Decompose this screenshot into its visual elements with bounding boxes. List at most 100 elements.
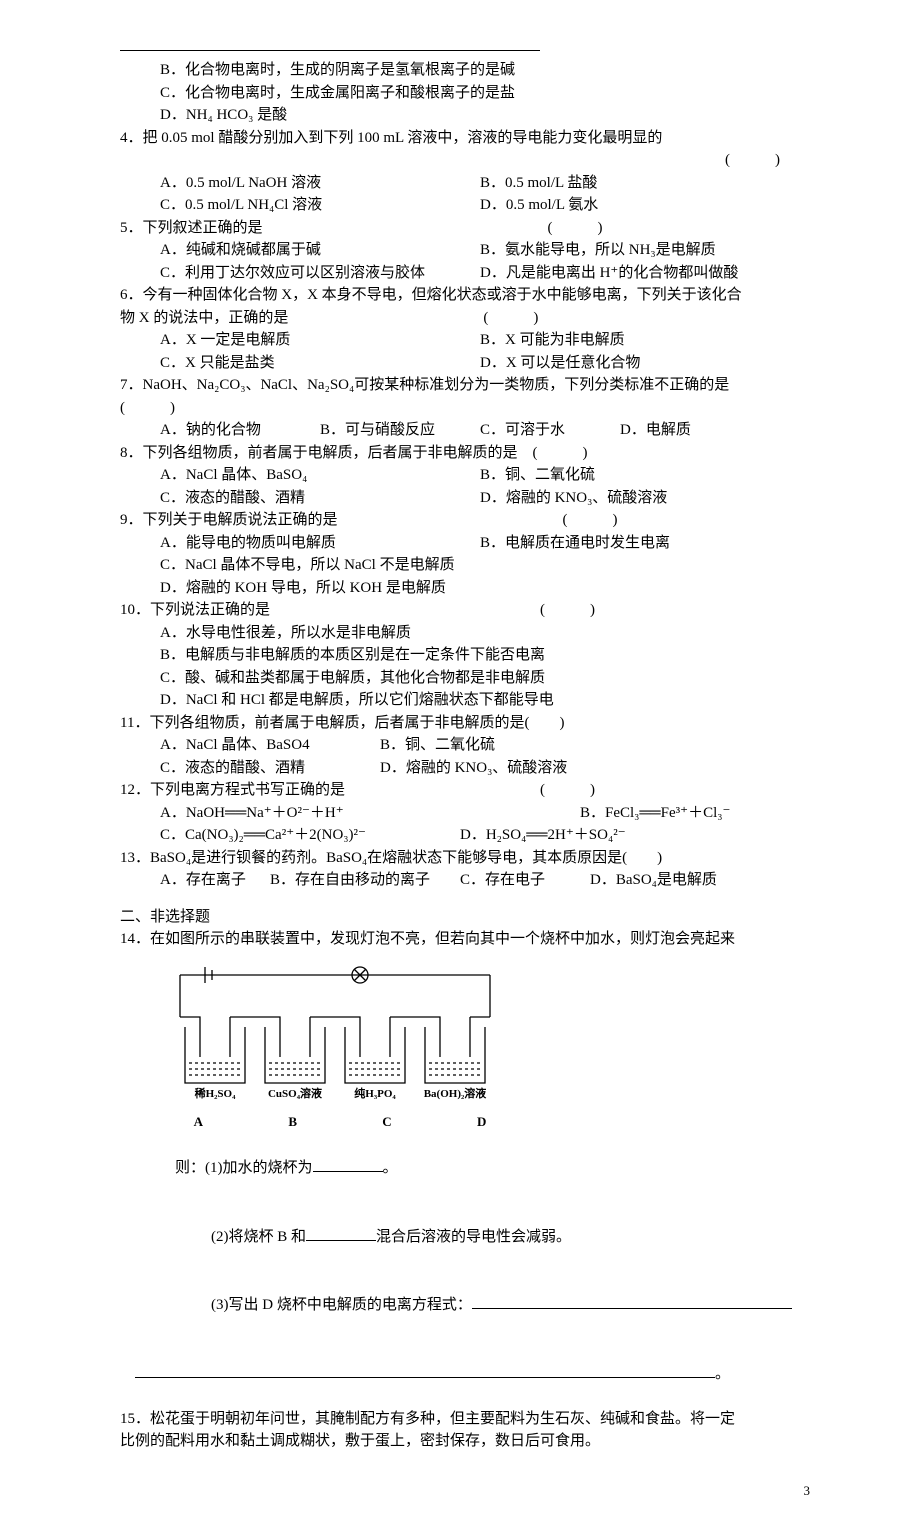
q13-c: C．存在电子 bbox=[460, 869, 590, 892]
opt-b: B．化合物电离时，生成的阴离子是氢氧根离子的是碱 bbox=[120, 59, 820, 82]
beaker-d-letter: D bbox=[477, 1112, 486, 1132]
q15-l1: 15．松花蛋于明朝初年问世，其腌制配方有多种，但主要配料为生石灰、纯碱和食盐。将… bbox=[120, 1408, 820, 1431]
q11-stem: 11．下列各组物质，前者属于电解质，后者属于非电解质的是( ) bbox=[120, 712, 820, 735]
q14-sub2: (2)将烧杯 B 和 混合后溶液的导电性会减弱。 bbox=[120, 1202, 820, 1271]
beaker-a-letter: A bbox=[194, 1112, 203, 1132]
q4-b: B．0.5 mol/L 盐酸 bbox=[480, 172, 800, 195]
q7-d: D．电解质 bbox=[620, 419, 691, 442]
q8-row2: C．液态的醋酸、酒精 D．熔融的 KNO₃、硫酸溶液 bbox=[120, 487, 820, 510]
q12-row2: C．Ca(NO₃)₂══Ca²⁺＋2(NO₃)²⁻ D．H₂SO₄══2H⁺＋S… bbox=[120, 824, 820, 847]
q12-b: B．FeCl₃══Fe³⁺＋Cl₃⁻ bbox=[580, 802, 730, 825]
q9-row1: A．能导电的物质叫电解质 B．电解质在通电时发生电离 bbox=[120, 532, 820, 555]
circuit-figure: 稀H₂SO₄ CuSO₄溶液 纯H₃PO₄ Ba(OH)₂溶液 A B C D bbox=[120, 957, 820, 1132]
q7-row: A．钠的化合物 B．可与硝酸反应 C．可溶于水 D．电解质 bbox=[120, 419, 820, 442]
q5-c: C．利用丁达尔效应可以区别溶液与胶体 bbox=[160, 262, 480, 285]
q4-d: D．0.5 mol/L 氨水 bbox=[480, 194, 800, 217]
q7-paren: ( ) bbox=[120, 397, 820, 420]
q8-a: A．NaCl 晶体、BaSO₄ bbox=[160, 464, 480, 487]
q8-b: B．铜、二氧化硫 bbox=[480, 464, 800, 487]
q4-row2: C．0.5 mol/L NH₄Cl 溶液 D．0.5 mol/L 氨水 bbox=[120, 194, 820, 217]
q6-row1: A．X 一定是电解质 B．X 可能为非电解质 bbox=[120, 329, 820, 352]
q4-paren: ( ) bbox=[120, 149, 820, 172]
q10-b: B．电解质与非电解质的本质区别是在一定条件下能否电离 bbox=[120, 644, 820, 667]
q11-d: D．熔融的 KNO₃、硫酸溶液 bbox=[380, 757, 567, 780]
q12-c: C．Ca(NO₃)₂══Ca²⁺＋2(NO₃)²⁻ bbox=[160, 824, 460, 847]
q14-sub1-pre: 则：(1)加水的烧杯为 bbox=[175, 1160, 313, 1176]
q13-row: A．存在离子 B．存在自由移动的离子 C．存在电子 D．BaSO₄是电解质 bbox=[120, 869, 820, 892]
q7-stem: 7．NaOH、Na₂CO₃、NaCl、Na₂SO₄可按某种标准划分为一类物质，下… bbox=[120, 374, 820, 397]
q7-c: C．可溶于水 bbox=[480, 419, 620, 442]
q12-row1: A．NaOH══Na⁺＋O²⁻＋H⁺ B．FeCl₃══Fe³⁺＋Cl₃⁻ bbox=[120, 802, 820, 825]
q11-row2: C．液态的醋酸、酒精 D．熔融的 KNO₃、硫酸溶液 bbox=[120, 757, 820, 780]
q14-sub3-cont: 。 bbox=[120, 1339, 820, 1408]
q10-a: A．水导电性很差，所以水是非电解质 bbox=[120, 622, 820, 645]
q13-d: D．BaSO₄是电解质 bbox=[590, 869, 717, 892]
page-body: B．化合物电离时，生成的阴离子是氢氧根离子的是碱 C．化合物电离时，生成金属阳离… bbox=[0, 0, 920, 1540]
q7-b: B．可与硝酸反应 bbox=[320, 419, 480, 442]
q8-c: C．液态的醋酸、酒精 bbox=[160, 487, 480, 510]
q14-sub1-post: 。 bbox=[383, 1160, 398, 1176]
q5-row1: A．纯碱和烧碱都属于碱 B．氨水能导电，所以 NH₃是电解质 bbox=[120, 239, 820, 262]
q6-d: D．X 可以是任意化合物 bbox=[480, 352, 800, 375]
q5-row2: C．利用丁达尔效应可以区别溶液与胶体 D．凡是能电离出 H⁺的化合物都叫做酸 bbox=[120, 262, 820, 285]
opt-d: D．NH₄ HCO₃ 是酸 bbox=[120, 104, 820, 127]
q6-b: B．X 可能为非电解质 bbox=[480, 329, 800, 352]
blank-3 bbox=[472, 1293, 792, 1309]
q11-b: B．铜、二氧化硫 bbox=[380, 734, 495, 757]
beaker-c-letter: C bbox=[382, 1112, 391, 1132]
q14-sub3-text: (3)写出 D 烧杯中电解质的电离方程式： bbox=[211, 1297, 472, 1313]
q10-c: C．酸、碱和盐类都属于电解质，其他化合物都是非电解质 bbox=[120, 667, 820, 690]
q11-c: C．液态的醋酸、酒精 bbox=[160, 757, 380, 780]
beaker-d-top: Ba(OH)₂溶液 bbox=[424, 1086, 488, 1100]
beaker-b-letter: B bbox=[288, 1112, 297, 1132]
q8-row1: A．NaCl 晶体、BaSO₄ B．铜、二氧化硫 bbox=[120, 464, 820, 487]
q4-c: C．0.5 mol/L NH₄Cl 溶液 bbox=[160, 194, 480, 217]
blank-4 bbox=[135, 1362, 715, 1378]
q6-stem2: 物 X 的说法中，正确的是 ( ) bbox=[120, 307, 820, 330]
q9-b: B．电解质在通电时发生电离 bbox=[480, 532, 800, 555]
q12-d: D．H₂SO₄══2H⁺＋SO₄²⁻ bbox=[460, 824, 626, 847]
q14-sub2-post: 混合后溶液的导电性会减弱。 bbox=[376, 1229, 571, 1245]
q11-a: A．NaCl 晶体、BaSO4 bbox=[160, 734, 380, 757]
header-rule bbox=[120, 50, 540, 51]
q4-stem: 4．把 0.05 mol 醋酸分别加入到下列 100 mL 溶液中，溶液的导电能… bbox=[120, 127, 820, 150]
q9-c: C．NaCl 晶体不导电，所以 NaCl 不是电解质 bbox=[120, 554, 820, 577]
q10-stem: 10．下列说法正确的是 ( ) bbox=[120, 599, 820, 622]
q14-sub2-pre: (2)将烧杯 B 和 bbox=[211, 1229, 306, 1245]
q8-stem: 8．下列各组物质，前者属于电解质，后者属于非电解质的是 ( ) bbox=[120, 442, 820, 465]
q14-stem: 14．在如图所示的串联装置中，发现灯泡不亮，但若向其中一个烧杯中加水，则灯泡会亮… bbox=[120, 928, 820, 951]
q6-stem1: 6．今有一种固体化合物 X，X 本身不导电，但熔化状态或溶于水中能够电离，下列关… bbox=[120, 284, 820, 307]
q12-a: A．NaOH══Na⁺＋O²⁻＋H⁺ bbox=[160, 802, 580, 825]
q12-stem: 12．下列电离方程式书写正确的是 ( ) bbox=[120, 779, 820, 802]
q6-a: A．X 一定是电解质 bbox=[160, 329, 480, 352]
beaker-a-top: 稀H₂SO₄ bbox=[195, 1086, 237, 1100]
q13-stem: 13．BaSO₄是进行钡餐的药剂。BaSO₄在熔融状态下能够导电，其本质原因是(… bbox=[120, 847, 820, 870]
blank-1 bbox=[313, 1156, 383, 1172]
q15-l2: 比例的配料用水和黏土调成糊状，敷于蛋上，密封保存，数日后可食用。 bbox=[120, 1430, 820, 1453]
q9-d: D．熔融的 KOH 导电，所以 KOH 是电解质 bbox=[120, 577, 820, 600]
q10-d: D．NaCl 和 HCl 都是电解质，所以它们熔融状态下都能导电 bbox=[120, 689, 820, 712]
q4-a: A．0.5 mol/L NaOH 溶液 bbox=[160, 172, 480, 195]
section-2-title: 二、非选择题 bbox=[120, 906, 820, 929]
q13-a: A．存在离子 bbox=[160, 869, 270, 892]
q4-row1: A．0.5 mol/L NaOH 溶液 B．0.5 mol/L 盐酸 bbox=[120, 172, 820, 195]
q7-a: A．钠的化合物 bbox=[160, 419, 320, 442]
q14-sub1: 则：(1)加水的烧杯为 。 bbox=[120, 1134, 820, 1203]
q11-row1: A．NaCl 晶体、BaSO4 B．铜、二氧化硫 bbox=[120, 734, 820, 757]
q13-b: B．存在自由移动的离子 bbox=[270, 869, 460, 892]
q9-a: A．能导电的物质叫电解质 bbox=[160, 532, 480, 555]
blank-2 bbox=[306, 1225, 376, 1241]
q5-b: B．氨水能导电，所以 NH₃是电解质 bbox=[480, 239, 800, 262]
q14-sub3: (3)写出 D 烧杯中电解质的电离方程式： bbox=[120, 1271, 820, 1340]
beaker-c-top: 纯H₃PO₄ bbox=[354, 1086, 396, 1100]
opt-c: C．化合物电离时，生成金属阳离子和酸根离子的是盐 bbox=[120, 82, 820, 105]
circuit-svg: 稀H₂SO₄ CuSO₄溶液 纯H₃PO₄ Ba(OH)₂溶液 bbox=[160, 957, 520, 1107]
q5-a: A．纯碱和烧碱都属于碱 bbox=[160, 239, 480, 262]
q9-stem: 9．下列关于电解质说法正确的是 ( ) bbox=[120, 509, 820, 532]
q14-sub3-end: 。 bbox=[715, 1366, 730, 1382]
page-number: 3 bbox=[120, 1481, 820, 1501]
beaker-b-top: CuSO₄溶液 bbox=[268, 1086, 323, 1100]
q6-c: C．X 只能是盐类 bbox=[160, 352, 480, 375]
q5-stem: 5．下列叙述正确的是 ( ) bbox=[120, 217, 820, 240]
q8-d: D．熔融的 KNO₃、硫酸溶液 bbox=[480, 487, 800, 510]
